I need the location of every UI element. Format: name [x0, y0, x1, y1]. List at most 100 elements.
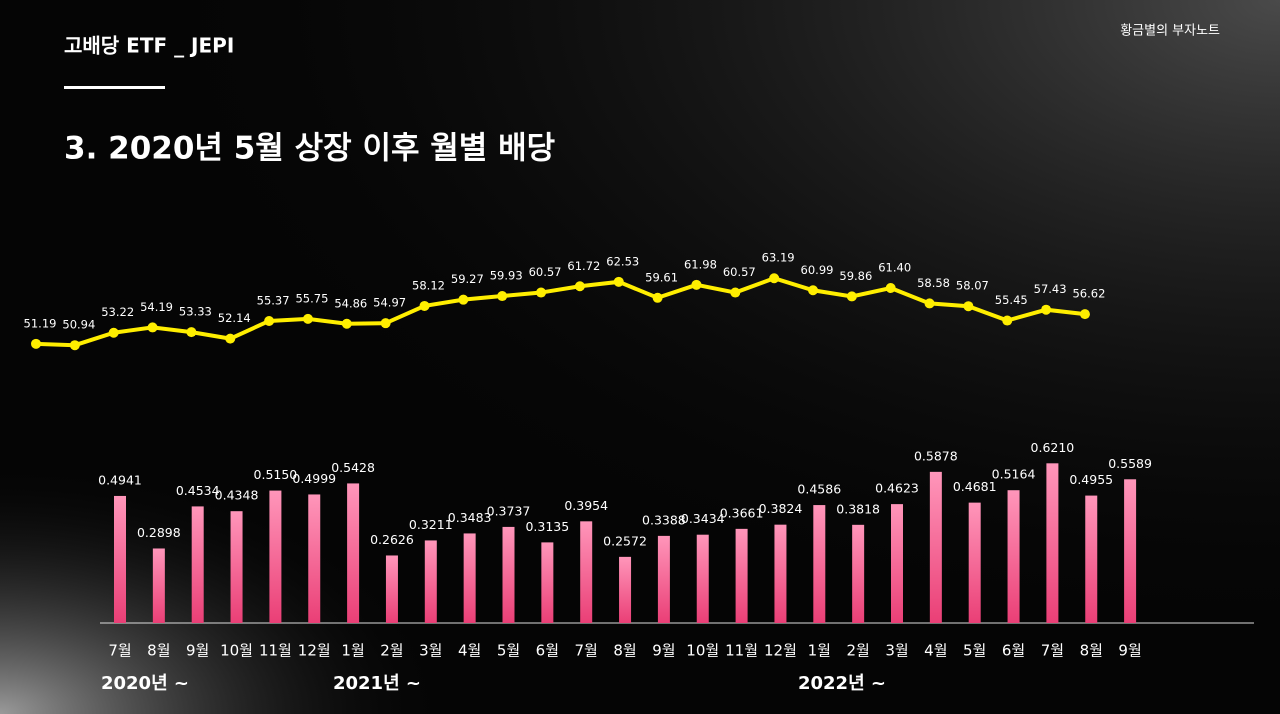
- dividend-label: 0.2572: [603, 533, 647, 548]
- month-label: 2월: [380, 642, 403, 660]
- month-label: 4월: [924, 642, 947, 660]
- price-label: 55.37: [257, 293, 290, 307]
- price-label: 55.45: [995, 293, 1028, 307]
- dividend-bar: [1085, 495, 1098, 623]
- price-label: 61.40: [878, 261, 911, 275]
- month-label: 8월: [613, 642, 636, 660]
- dividend-bar: [152, 548, 165, 623]
- dividend-label: 0.3388: [642, 512, 686, 527]
- price-point: [769, 273, 780, 284]
- month-label: 9월: [186, 642, 209, 660]
- dividend-label: 0.4941: [98, 472, 142, 487]
- dividend-bar: [1124, 479, 1137, 623]
- price-label: 54.86: [334, 296, 367, 310]
- price-label: 59.86: [839, 269, 872, 283]
- dividend-bar: [852, 524, 865, 623]
- price-point: [31, 338, 41, 349]
- month-label: 6월: [536, 642, 559, 660]
- dividend-label: 0.3954: [564, 498, 608, 513]
- price-label: 60.99: [801, 263, 834, 277]
- dividend-label: 0.4586: [797, 482, 841, 497]
- month-label: 7월: [575, 642, 598, 660]
- dividend-label: 0.3824: [759, 501, 803, 516]
- month-label: 11월: [259, 642, 292, 660]
- price-label: 56.62: [1072, 287, 1105, 301]
- price-label: 60.57: [529, 265, 562, 279]
- price-label: 53.22: [101, 305, 134, 319]
- price-point: [225, 333, 236, 344]
- price-label: 61.72: [567, 259, 600, 273]
- price-label: 59.61: [645, 270, 678, 284]
- price-line: [35, 276, 1086, 348]
- dividend-bar: [424, 540, 437, 623]
- dividend-bar: [191, 506, 204, 623]
- price-point: [147, 322, 158, 333]
- dividend-bar: [1046, 463, 1059, 623]
- dividend-label: 0.5589: [1108, 456, 1152, 471]
- price-label: 63.19: [762, 251, 795, 265]
- price-label: 58.12: [412, 278, 445, 292]
- month-label: 10월: [220, 642, 253, 660]
- dividend-bar: [813, 505, 826, 623]
- price-label: 52.14: [218, 311, 251, 325]
- year-label: 2020년 ~: [101, 673, 189, 694]
- dividend-bar: [308, 494, 321, 623]
- month-label: 1월: [341, 642, 364, 660]
- dividend-label: 0.4999: [292, 471, 336, 486]
- price-point: [302, 313, 313, 324]
- price-point: [186, 327, 197, 338]
- price-point: [380, 318, 391, 329]
- price-point: [264, 315, 275, 326]
- month-label: 4월: [458, 642, 481, 660]
- dividend-bar: [657, 535, 670, 623]
- dividend-label: 0.6210: [1031, 440, 1075, 455]
- price-point: [963, 301, 974, 312]
- price-label: 58.58: [917, 276, 950, 290]
- dividend-bar: [502, 526, 515, 623]
- price-point: [574, 281, 585, 292]
- dividend-label: 0.5878: [914, 448, 958, 463]
- dividend-bar: [696, 534, 709, 623]
- dividend-label: 0.2626: [370, 532, 414, 547]
- month-label: 10월: [686, 642, 719, 660]
- dividend-bar: [580, 521, 593, 623]
- dividend-bar: [114, 495, 126, 623]
- price-point: [69, 340, 80, 351]
- dividend-bar: [619, 556, 632, 623]
- price-point: [341, 318, 352, 329]
- month-label: 8월: [1080, 642, 1103, 660]
- price-point: [419, 300, 430, 311]
- month-label: 11월: [725, 642, 758, 660]
- price-label: 51.19: [24, 316, 57, 330]
- price-point: [691, 279, 702, 290]
- dividend-label: 0.3434: [681, 511, 725, 526]
- price-label: 54.19: [140, 300, 173, 314]
- month-label: 5월: [963, 642, 986, 660]
- price-label: 61.98: [684, 257, 717, 271]
- price-label: 62.53: [606, 254, 639, 268]
- month-label: 1월: [808, 642, 831, 660]
- price-point: [1002, 315, 1013, 326]
- price-label: 54.97: [373, 296, 406, 310]
- month-label: 6월: [1002, 642, 1025, 660]
- dividend-label: 0.3818: [836, 501, 880, 516]
- price-label: 60.57: [723, 265, 756, 279]
- dividend-label: 0.3483: [448, 510, 492, 525]
- dividend-bar: [347, 483, 360, 623]
- dividend-label: 0.3211: [409, 517, 453, 532]
- month-label: 12월: [764, 642, 797, 660]
- dividend-bar: [269, 490, 282, 623]
- price-point: [497, 291, 508, 302]
- section-label: 고배당 ETF _ JEPI: [64, 34, 234, 58]
- dividend-bar: [774, 524, 787, 623]
- month-label: 7월: [1041, 642, 1064, 660]
- dividend-label: 0.2898: [137, 525, 181, 540]
- dividend-bar: [891, 504, 903, 623]
- price-point: [1041, 304, 1052, 315]
- slide-title: 3. 2020년 5월 상장 이후 월별 배당: [64, 131, 555, 167]
- price-point: [885, 283, 896, 294]
- price-point: [808, 285, 818, 296]
